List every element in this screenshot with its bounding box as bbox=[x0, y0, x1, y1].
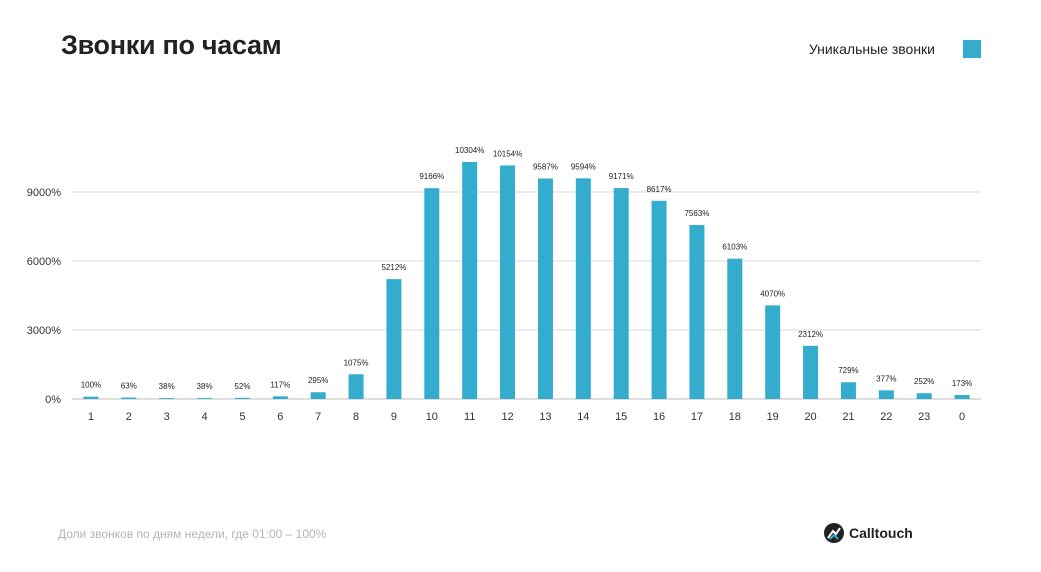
y-tick-label: 0% bbox=[45, 394, 61, 406]
x-tick-label: 10 bbox=[426, 411, 438, 423]
x-tick-label: 0 bbox=[959, 411, 965, 423]
bar bbox=[689, 225, 705, 399]
x-tick-label: 15 bbox=[615, 411, 627, 423]
bar bbox=[121, 397, 137, 399]
data-label: 6103% bbox=[722, 243, 747, 252]
legend-label: Уникальные звонки bbox=[808, 41, 935, 57]
bar bbox=[537, 178, 553, 399]
data-label: 377% bbox=[876, 374, 896, 383]
data-label: 9166% bbox=[419, 172, 444, 181]
x-tick-label: 5 bbox=[239, 411, 245, 423]
x-tick-label: 4 bbox=[202, 411, 208, 423]
bar bbox=[424, 188, 440, 399]
bar bbox=[727, 258, 743, 399]
bars bbox=[83, 162, 970, 399]
data-labels: 100% 63% 38% 38% 52% 117% 295% 1075% 5212% 9166% 1… bbox=[81, 146, 973, 391]
y-tick-label: 3000% bbox=[27, 325, 61, 337]
legend-swatch bbox=[963, 40, 981, 58]
data-label: 100% bbox=[81, 381, 101, 390]
bar bbox=[83, 396, 99, 399]
data-label: 2312% bbox=[798, 330, 823, 339]
bar bbox=[651, 200, 667, 399]
data-label: 63% bbox=[121, 382, 137, 391]
x-tick-label: 14 bbox=[577, 411, 589, 423]
x-axis-tick-labels: 1 2 3 4 5 6 7 8 9 10 11 12 13 14 15 16 17 18 19 20 21 22 23 0 bbox=[88, 411, 965, 423]
bar bbox=[613, 188, 629, 399]
x-tick-label: 23 bbox=[918, 411, 930, 423]
x-tick-label: 19 bbox=[767, 411, 779, 423]
legend: Уникальные звонки bbox=[809, 40, 981, 58]
x-tick-label: 20 bbox=[804, 411, 816, 423]
bar bbox=[803, 345, 819, 399]
bar bbox=[954, 395, 970, 399]
x-tick-label: 9 bbox=[391, 411, 397, 423]
calltouch-logo-icon bbox=[824, 523, 844, 543]
x-tick-label: 18 bbox=[729, 411, 741, 423]
bar bbox=[234, 397, 250, 399]
data-label: 8617% bbox=[647, 185, 672, 194]
bar bbox=[159, 398, 175, 399]
data-label: 38% bbox=[197, 382, 213, 391]
bar bbox=[575, 178, 591, 399]
x-tick-label: 11 bbox=[464, 411, 475, 423]
y-axis-tick-labels: 0% 3000% 6000% 9000% bbox=[27, 187, 61, 406]
x-tick-label: 3 bbox=[164, 411, 170, 423]
x-tick-label: 12 bbox=[501, 411, 513, 423]
data-label: 9171% bbox=[609, 172, 634, 181]
x-tick-label: 2 bbox=[126, 411, 132, 423]
data-label: 7563% bbox=[684, 209, 709, 218]
data-label: 4070% bbox=[760, 289, 785, 298]
x-tick-label: 21 bbox=[842, 411, 854, 423]
bar bbox=[765, 305, 781, 399]
data-label: 9594% bbox=[571, 162, 596, 171]
bar bbox=[462, 162, 478, 399]
data-label: 10154% bbox=[493, 149, 522, 158]
x-tick-label: 16 bbox=[653, 411, 665, 423]
data-label: 10304% bbox=[455, 146, 484, 155]
data-label: 295% bbox=[308, 376, 328, 385]
data-label: 5212% bbox=[381, 263, 406, 272]
bar bbox=[840, 382, 856, 399]
brand-name: Calltouch bbox=[849, 525, 913, 541]
brand: Calltouch bbox=[824, 523, 913, 543]
bar bbox=[916, 393, 932, 399]
x-tick-label: 13 bbox=[539, 411, 551, 423]
bar bbox=[197, 398, 213, 399]
bar bbox=[272, 396, 288, 399]
x-tick-label: 1 bbox=[88, 411, 94, 423]
bar bbox=[310, 392, 326, 399]
y-tick-label: 9000% bbox=[27, 187, 61, 199]
footer-note: Доли звонков по дням недели, где 01:00 –… bbox=[58, 527, 327, 541]
data-label: 117% bbox=[270, 380, 290, 389]
x-tick-label: 7 bbox=[315, 411, 321, 423]
bar bbox=[348, 374, 364, 399]
bar bbox=[386, 279, 402, 399]
data-label: 729% bbox=[838, 366, 858, 375]
bar bbox=[878, 390, 894, 399]
data-label: 252% bbox=[914, 377, 934, 386]
data-label: 38% bbox=[159, 382, 175, 391]
x-tick-label: 17 bbox=[691, 411, 703, 423]
data-label: 9587% bbox=[533, 162, 558, 171]
y-tick-label: 6000% bbox=[27, 256, 61, 268]
x-tick-label: 22 bbox=[880, 411, 892, 423]
bar bbox=[500, 165, 516, 399]
data-label: 173% bbox=[952, 379, 972, 388]
x-tick-label: 8 bbox=[353, 411, 359, 423]
x-tick-label: 6 bbox=[277, 411, 283, 423]
data-label: 1075% bbox=[344, 358, 369, 367]
data-label: 52% bbox=[234, 382, 250, 391]
chart-title: Звонки по часам bbox=[61, 30, 282, 60]
gridlines bbox=[72, 191, 981, 400]
